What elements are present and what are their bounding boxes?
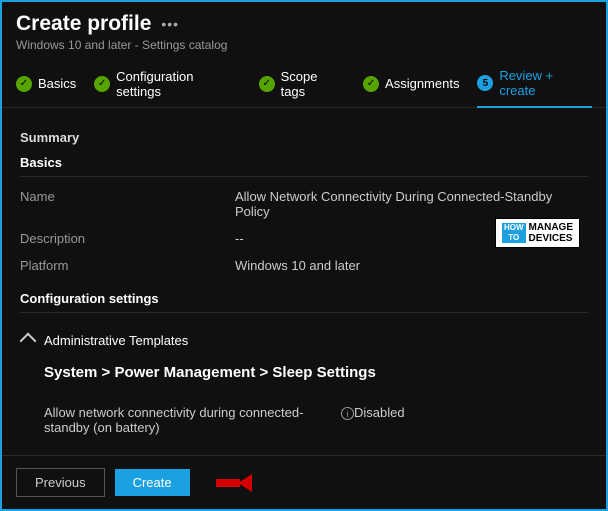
step-label: Basics: [38, 76, 76, 91]
previous-button[interactable]: Previous: [16, 468, 105, 497]
create-button[interactable]: Create: [115, 469, 190, 496]
chevron-up-icon: [20, 332, 37, 349]
content: Summary Basics Name Allow Network Connec…: [2, 108, 606, 467]
value: Allow Network Connectivity During Connec…: [235, 189, 588, 219]
setting-name: Allow network connectivity during connec…: [44, 405, 335, 435]
wm-line1: MANAGE: [529, 222, 573, 233]
header: Create profile ••• Windows 10 and later …: [2, 2, 606, 58]
wizard-steps: ✓ Basics ✓ Configuration settings ✓ Scop…: [2, 58, 606, 108]
watermark: HOW TO MANAGE DEVICES: [495, 218, 580, 248]
check-icon: ✓: [94, 76, 110, 92]
step-label: Assignments: [385, 76, 459, 91]
row-platform: Platform Windows 10 and later: [20, 252, 588, 279]
check-icon: ✓: [363, 76, 379, 92]
check-icon: ✓: [16, 76, 32, 92]
setting-row: Allow network connectivity during connec…: [20, 395, 588, 441]
step-scope-tags[interactable]: ✓ Scope tags: [259, 68, 345, 107]
settings-breadcrumb: System > Power Management > Sleep Settin…: [20, 354, 588, 395]
step-label: Review + create: [499, 68, 592, 98]
step-assignments[interactable]: ✓ Assignments: [363, 68, 459, 107]
step-basics[interactable]: ✓ Basics: [16, 68, 76, 107]
step-review-create[interactable]: 5 Review + create: [477, 68, 592, 108]
step-number-icon: 5: [477, 75, 493, 91]
setting-value: Disabled: [354, 405, 405, 435]
more-menu-icon[interactable]: •••: [161, 16, 179, 32]
divider: [20, 176, 588, 177]
label: Name: [20, 189, 235, 219]
arrow-annotation-icon: [212, 474, 252, 492]
value: Windows 10 and later: [235, 258, 588, 273]
page-title: Create profile: [16, 12, 151, 36]
config-heading: Configuration settings: [20, 291, 588, 306]
wm-line2: DEVICES: [529, 233, 573, 244]
divider: [20, 312, 588, 313]
basics-heading: Basics: [20, 155, 588, 170]
label: Description: [20, 231, 235, 246]
step-label: Configuration settings: [116, 69, 241, 99]
wm-badge: HOW: [502, 223, 526, 233]
group-label: Administrative Templates: [44, 333, 188, 348]
step-label: Scope tags: [281, 69, 345, 99]
wm-badge: TO: [502, 233, 526, 243]
summary-heading: Summary: [20, 130, 588, 145]
create-profile-panel: Create profile ••• Windows 10 and later …: [2, 2, 606, 509]
footer: Previous Create: [2, 455, 606, 509]
step-configuration[interactable]: ✓ Configuration settings: [94, 68, 240, 107]
info-icon[interactable]: i: [341, 407, 354, 420]
admin-templates-toggle[interactable]: Administrative Templates: [20, 319, 588, 354]
check-icon: ✓: [259, 76, 275, 92]
label: Platform: [20, 258, 235, 273]
page-subtitle: Windows 10 and later - Settings catalog: [16, 38, 592, 52]
